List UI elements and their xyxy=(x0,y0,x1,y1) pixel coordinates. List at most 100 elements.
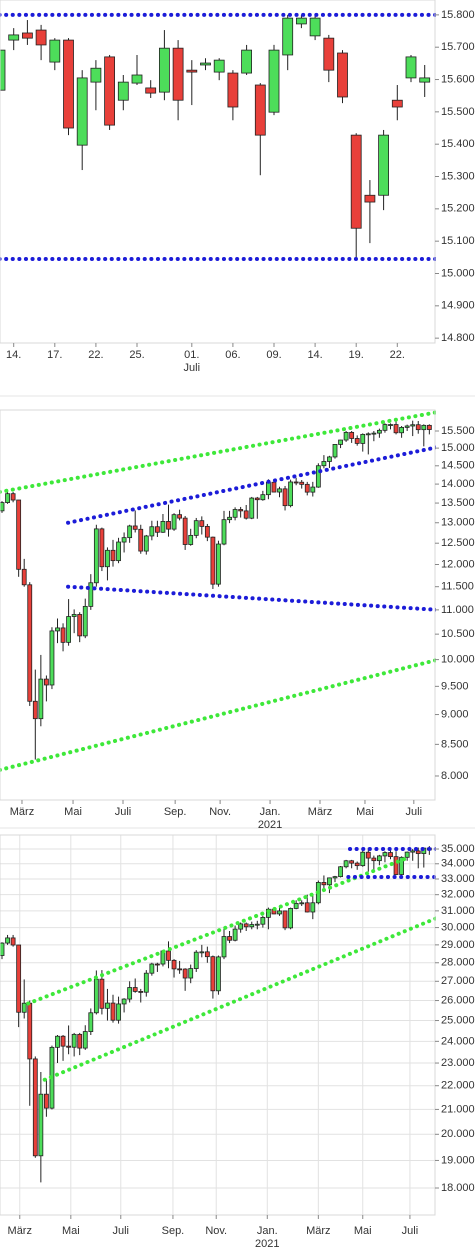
candle-body xyxy=(182,968,188,979)
candle-body xyxy=(21,1002,27,1013)
x-tick-label: Mai xyxy=(62,1225,80,1237)
candle-body xyxy=(32,1058,38,1157)
y-tick-label: 27.000 xyxy=(441,975,475,987)
candle-body xyxy=(66,616,71,643)
y-tick-label: 15.100 xyxy=(441,235,475,247)
candle-body xyxy=(99,978,105,1009)
candle-body xyxy=(216,543,221,585)
candle-body xyxy=(371,857,377,862)
plot-frame xyxy=(0,409,436,801)
candle-body xyxy=(349,431,355,439)
candle-body xyxy=(282,910,288,929)
candle-body xyxy=(27,1002,33,1060)
candle-body xyxy=(338,866,343,878)
y-tick-label: 31.000 xyxy=(441,905,475,917)
candle-body xyxy=(82,605,88,637)
x-tick-label: 14. xyxy=(6,349,21,361)
candle-body xyxy=(360,851,366,867)
y-tick-label: 19.000 xyxy=(441,1154,475,1166)
candle-body xyxy=(188,968,194,979)
x-tick-label: 22. xyxy=(390,349,405,361)
candle-body xyxy=(186,69,198,73)
candle-body xyxy=(8,34,20,41)
y-tick-label: 15.300 xyxy=(441,170,475,182)
y-tick-label: 8.000 xyxy=(441,770,469,782)
candle-body xyxy=(44,1093,49,1109)
candle-body xyxy=(378,134,390,196)
candle-body xyxy=(182,517,188,545)
x-tick-sublabel: Juli xyxy=(184,362,201,374)
y-tick-label: 33.000 xyxy=(441,873,475,885)
candle-body xyxy=(138,991,144,993)
candle-body xyxy=(360,433,366,444)
y-tick-label: 10.000 xyxy=(441,654,475,666)
candle-body xyxy=(172,47,184,101)
candle-body xyxy=(0,49,6,91)
candle-body xyxy=(249,497,255,519)
y-tick-label: 28.000 xyxy=(441,957,475,969)
plot-area xyxy=(0,410,436,772)
candle-body xyxy=(55,1035,60,1048)
y-tick-label: 21.000 xyxy=(441,1103,475,1115)
candle-body xyxy=(232,509,238,518)
y-tick-label: 15.000 xyxy=(441,442,475,454)
x-tick-label: Juli xyxy=(402,1225,419,1237)
y-tick-label: 32.000 xyxy=(441,889,475,901)
x-tick-label: 14. xyxy=(307,349,322,361)
candle-body xyxy=(105,549,110,568)
trend-line xyxy=(0,658,436,772)
y-tick-label: 13.000 xyxy=(441,517,475,529)
plot-area xyxy=(0,835,436,1215)
candle-body xyxy=(27,584,33,702)
candle-body xyxy=(117,81,129,101)
candle-body xyxy=(265,481,271,496)
trend-line xyxy=(66,584,436,612)
candle-body xyxy=(304,902,310,913)
y-tick-label: 14.500 xyxy=(441,460,475,472)
candle-body xyxy=(421,424,427,431)
candle-body xyxy=(241,49,253,74)
candle-body xyxy=(93,978,99,1014)
candle-body xyxy=(143,535,149,552)
candle-body xyxy=(391,99,403,108)
candle-body xyxy=(271,481,277,493)
candle-body xyxy=(127,987,133,1000)
candle-body xyxy=(365,433,371,436)
candle-body xyxy=(99,528,105,568)
candle-body xyxy=(193,520,199,536)
x-tick-label: Mai xyxy=(356,806,374,818)
plot-frame xyxy=(0,834,436,1216)
x-tick-label: 25. xyxy=(129,349,144,361)
candle-body xyxy=(243,923,249,928)
candle-body xyxy=(299,902,305,905)
candle-body xyxy=(204,951,210,958)
candle-body xyxy=(60,1035,66,1047)
y-tick-label: 9.500 xyxy=(441,680,469,692)
candle-body xyxy=(60,627,66,643)
candle-body xyxy=(332,876,338,879)
candle-body xyxy=(260,916,266,925)
candle-body xyxy=(371,432,377,435)
candle-body xyxy=(10,493,16,501)
candle-body xyxy=(293,481,299,484)
candle-body xyxy=(410,850,416,853)
candle-body xyxy=(199,951,205,954)
y-tick-label: 24.000 xyxy=(441,1035,475,1047)
candle-body xyxy=(116,1003,121,1021)
candle-body xyxy=(71,614,77,617)
candle-body xyxy=(158,47,170,93)
candle-body xyxy=(338,439,343,445)
y-tick-label: 15.600 xyxy=(441,73,475,85)
candle-body xyxy=(154,963,160,966)
y-tick-label: 15.700 xyxy=(441,41,475,53)
candle-body xyxy=(354,438,360,444)
candle-body xyxy=(200,62,211,66)
trend-line xyxy=(26,854,412,1006)
candle-body xyxy=(354,862,360,867)
candle-body xyxy=(304,483,310,493)
candle-body xyxy=(166,521,171,530)
y-tick-label: 34.000 xyxy=(441,858,475,870)
y-tick-label: 13.500 xyxy=(441,497,475,509)
chart-panel: 14.800 14.900 15.000 15.100 15.200 15.300 15.4… xyxy=(0,0,475,374)
